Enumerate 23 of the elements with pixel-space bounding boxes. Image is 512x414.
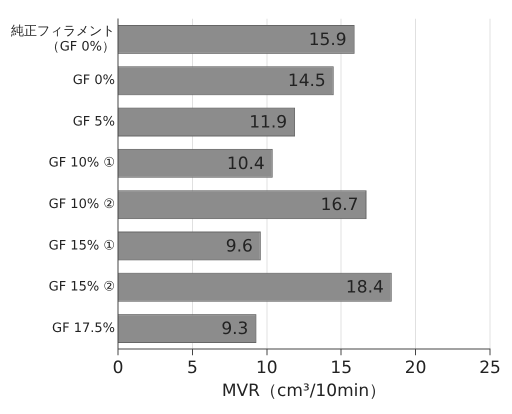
x-tick-label: 5 xyxy=(186,358,198,378)
y-tick-label: GF 10% ② xyxy=(48,197,115,212)
data-label: 16.7 xyxy=(320,195,358,216)
x-tick-label: 20 xyxy=(404,358,426,378)
data-label: 9.3 xyxy=(221,318,248,339)
data-label: 11.9 xyxy=(249,112,288,132)
y-tick-label: GF 15% ① xyxy=(48,238,115,254)
x-tick-label: 10 xyxy=(256,358,278,378)
x-tick-label: 0 xyxy=(112,358,124,378)
data-label: 18.4 xyxy=(346,278,384,298)
x-tick-label: 15 xyxy=(330,358,352,378)
x-axis-title: MVR（cm³/10min） xyxy=(222,381,386,402)
y-tick-label: GF 5% xyxy=(72,114,115,130)
y-tick-label: GF 0% xyxy=(72,73,115,88)
data-label: 14.5 xyxy=(288,71,326,92)
y-tick-label: GF 17.5% xyxy=(52,320,115,336)
y-tick-label: GF 15% ② xyxy=(48,280,115,295)
data-label: 15.9 xyxy=(308,30,347,50)
x-tick-label: 25 xyxy=(479,358,501,378)
data-label: 9.6 xyxy=(226,236,253,256)
y-tick-label: 純正フィラメント（GF 0%） xyxy=(11,24,115,55)
y-tick-label: GF 10% ① xyxy=(48,156,115,171)
data-label: 10.4 xyxy=(226,154,265,174)
